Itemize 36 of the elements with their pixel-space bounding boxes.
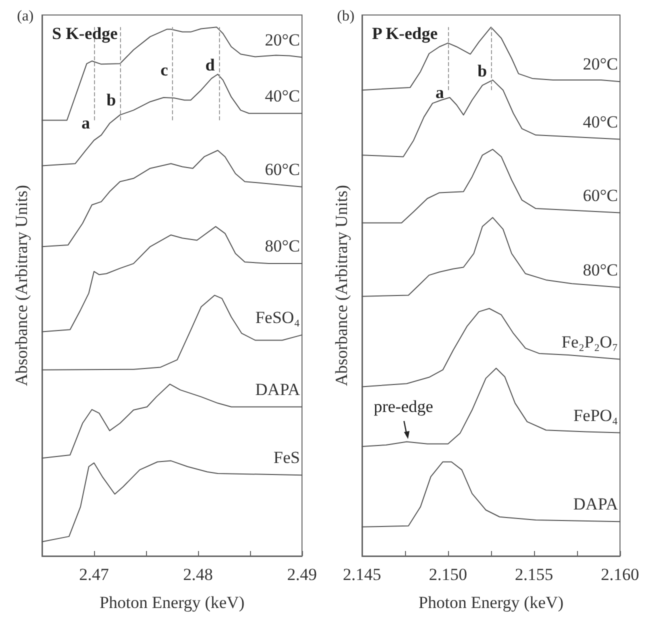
series-label: DAPA <box>255 380 301 399</box>
series-label: 40°C <box>264 86 300 106</box>
chart-title: (a) <box>17 8 34 24</box>
series-label: 20°C <box>264 30 300 50</box>
x-tick-label: 2.150 <box>428 565 468 584</box>
x-tick-label: 2.47 <box>79 565 110 584</box>
annotation: pre-edge <box>374 397 434 416</box>
x-tick-label: 2.155 <box>514 565 554 584</box>
series-label: 20°C <box>582 54 618 74</box>
annotation: d <box>205 56 216 75</box>
series-label: 60°C <box>582 186 618 205</box>
x-tick-label: 2.49 <box>287 565 317 584</box>
series-label: Fe₂P₂O₇ <box>561 332 618 352</box>
series-label: FeS <box>274 448 300 468</box>
annotation: a <box>436 83 444 102</box>
y-axis-title: Absorbance (Arbitrary Units) <box>332 184 351 386</box>
series-label: 80°C <box>264 236 300 256</box>
annotation: b <box>478 62 487 81</box>
x-tick-label: 2.48 <box>183 565 213 584</box>
x-axis-title: Photon Energy (keV) <box>418 593 564 612</box>
chart-subtitle: P K-edge <box>372 24 438 43</box>
series-label: 80°C <box>582 260 618 280</box>
chart-subtitle: S K-edge <box>52 24 118 43</box>
x-tick-label: 2.160 <box>600 565 640 584</box>
series-label: 60°C <box>264 160 300 179</box>
y-axis-title: Absorbance (Arbitrary Units) <box>12 184 31 386</box>
annotation: b <box>106 90 116 110</box>
x-axis-title: Photon Energy (keV) <box>99 593 245 612</box>
annotation: a <box>82 113 90 132</box>
x-tick-label: 2.145 <box>342 565 382 584</box>
series-label: FePO₄ <box>573 406 618 425</box>
series-label: FeSO₄ <box>255 308 300 327</box>
chart-title: (b) <box>337 8 354 24</box>
annotation: c <box>160 60 168 80</box>
series-label: DAPA <box>573 494 619 514</box>
series-label: 40°C <box>582 112 618 132</box>
